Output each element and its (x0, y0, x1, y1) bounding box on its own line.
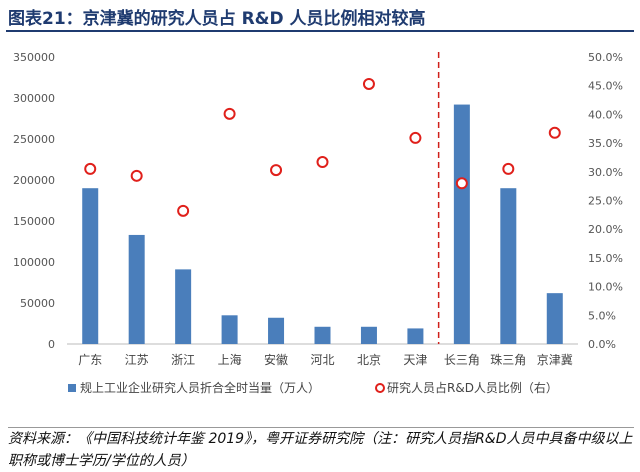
y-tick-label: 50000 (20, 297, 55, 310)
title-rule (6, 30, 634, 32)
ratio-point (223, 107, 236, 120)
source-note: 资料来源：《中国科技统计年鉴 2019》，粤开证券研究院（注：研究人员指R&D人… (8, 427, 634, 472)
y-tick-label: 150000 (13, 215, 55, 228)
y2-tick-label: 20.0% (588, 223, 623, 236)
y2-tick-label: 30.0% (588, 166, 623, 179)
y-tick-label: 0 (48, 338, 55, 351)
x-tick-label: 上海 (218, 352, 242, 367)
ratio-point (84, 162, 97, 175)
y2-tick-label: 0.0% (588, 338, 616, 351)
chart: 0 50000 100000 150000 200000 250000 300000 3500… (13, 51, 623, 395)
y2-tick-label: 25.0% (588, 195, 623, 208)
x-tick-label: 长三角 (444, 353, 480, 367)
x-tick-label: 京津冀 (537, 353, 573, 367)
x-tick-label: 河北 (310, 353, 334, 367)
bar (500, 188, 517, 344)
y2-tick-label: 45.0% (588, 80, 623, 93)
ratio-point (130, 169, 143, 182)
ratio-point (409, 131, 422, 144)
bar (82, 188, 99, 344)
bar (175, 269, 192, 344)
bar (314, 326, 331, 344)
legend-bar-swatch (68, 384, 76, 392)
y2-tick-label: 5.0% (588, 309, 616, 322)
y-tick-label: 300000 (13, 92, 55, 105)
y2-tick-label: 50.0% (588, 51, 623, 64)
legend-point-swatch (375, 383, 385, 393)
y-tick-label: 250000 (13, 133, 55, 146)
bar (546, 293, 563, 344)
ratio-point (316, 156, 329, 169)
legend-bar-label: 规上工业企业研究人员折合全时当量（万人） (80, 380, 320, 395)
x-tick-label: 江苏 (125, 353, 149, 367)
y2-tick-label: 10.0% (588, 281, 623, 294)
bar (407, 328, 424, 344)
bar (360, 326, 377, 344)
bar (221, 315, 238, 344)
x-tick-label: 安徽 (264, 352, 288, 367)
ratio-point (548, 126, 561, 139)
bar (453, 104, 470, 344)
x-tick-label: 天津 (403, 353, 427, 367)
ratio-point (455, 177, 468, 190)
y2-tick-label: 40.0% (588, 108, 623, 121)
y-tick-label: 200000 (13, 174, 55, 187)
x-tick-label: 广东 (78, 353, 102, 367)
x-tick-label: 北京 (357, 353, 381, 367)
page-title: 图表21：京津冀的研究人员占 R&D 人员比例相对较高 (8, 9, 426, 29)
ratio-point (177, 204, 190, 217)
y2-tick-label: 15.0% (588, 252, 623, 265)
bar (268, 317, 285, 344)
x-tick-label: 珠三角 (490, 353, 526, 367)
y-tick-label: 350000 (13, 51, 55, 64)
legend-point-label: 研究人员占R&D人员比例（右） (387, 380, 558, 395)
x-tick-label: 浙江 (171, 353, 195, 367)
bar (128, 234, 145, 344)
ratio-point (270, 164, 283, 177)
ratio-point (362, 77, 375, 90)
y2-tick-label: 35.0% (588, 137, 623, 150)
y-tick-label: 100000 (13, 256, 55, 269)
ratio-point (502, 162, 515, 175)
